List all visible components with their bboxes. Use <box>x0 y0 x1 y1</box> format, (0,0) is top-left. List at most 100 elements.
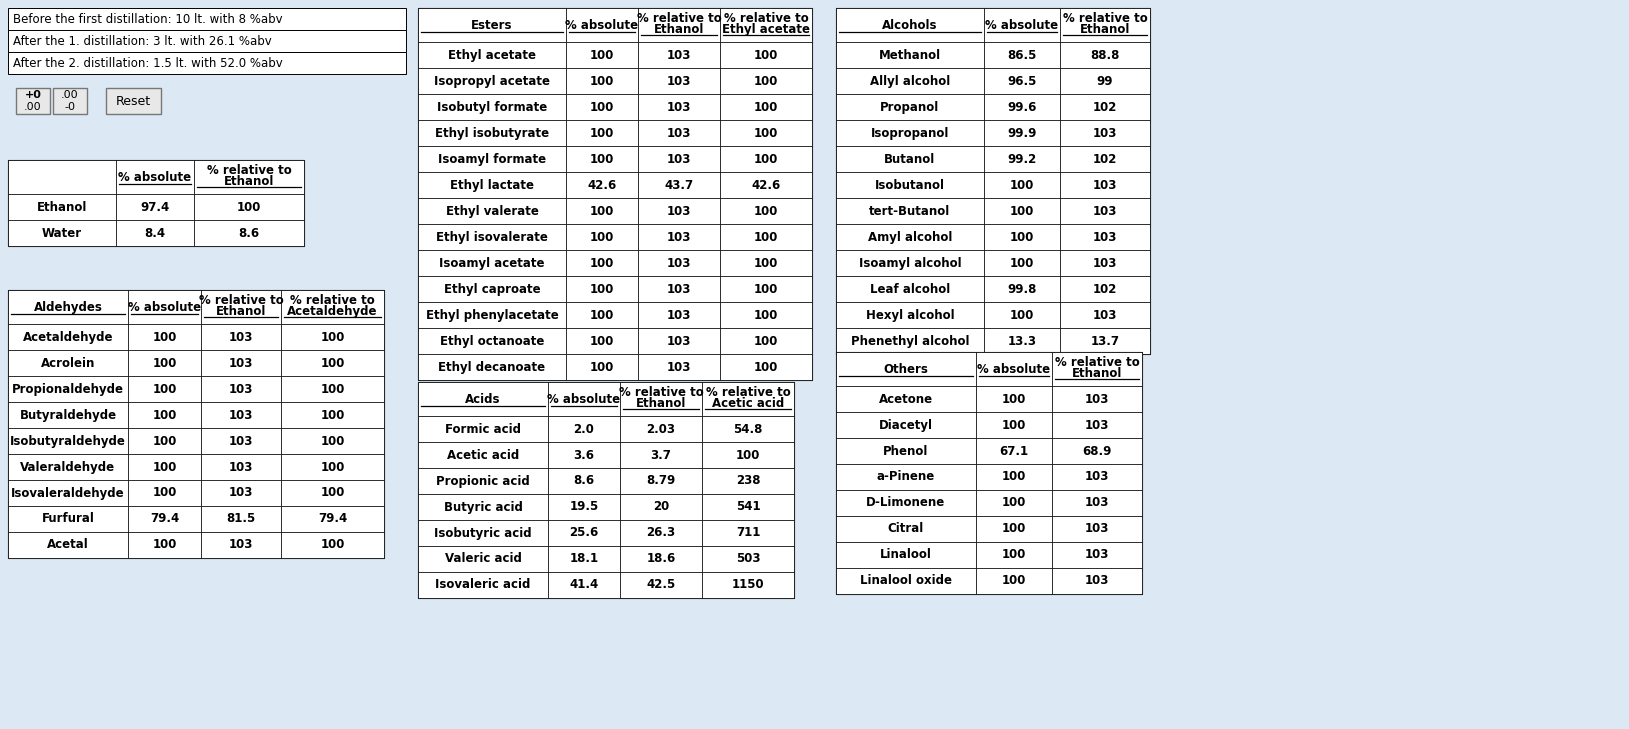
Bar <box>194 160 305 194</box>
Text: 100: 100 <box>590 308 614 321</box>
Bar <box>621 572 702 598</box>
Text: 96.5: 96.5 <box>1007 74 1036 87</box>
Bar <box>639 42 720 68</box>
Bar <box>1060 198 1150 224</box>
Text: 18.6: 18.6 <box>647 553 676 566</box>
Text: 19.5: 19.5 <box>570 501 598 513</box>
Text: Isobutanol: Isobutanol <box>875 179 945 192</box>
Bar <box>836 42 984 68</box>
Bar <box>976 490 1052 516</box>
Text: 99.2: 99.2 <box>1007 152 1036 165</box>
Bar <box>720 146 811 172</box>
Text: 100: 100 <box>754 335 779 348</box>
Text: 100: 100 <box>1002 523 1026 536</box>
Bar <box>639 250 720 276</box>
Text: 81.5: 81.5 <box>226 512 256 526</box>
Text: Ethyl isovalerate: Ethyl isovalerate <box>437 230 547 243</box>
Bar <box>1060 146 1150 172</box>
Bar <box>280 480 384 506</box>
Bar <box>565 250 639 276</box>
Text: 103: 103 <box>666 308 691 321</box>
Text: After the 2. distillation: 1.5 lt. with 52.0 %abv: After the 2. distillation: 1.5 lt. with … <box>13 57 283 69</box>
Text: 42.6: 42.6 <box>588 179 617 192</box>
Bar <box>280 506 384 532</box>
Text: 103: 103 <box>1085 470 1109 483</box>
Bar <box>129 376 200 402</box>
Bar <box>547 572 621 598</box>
Text: 103: 103 <box>666 361 691 373</box>
Text: 100: 100 <box>153 461 176 474</box>
Bar <box>565 354 639 380</box>
Text: % absolute: % absolute <box>977 362 1051 375</box>
Text: 238: 238 <box>736 475 761 488</box>
Bar <box>54 88 86 114</box>
Bar <box>200 428 280 454</box>
Bar <box>129 480 200 506</box>
Bar <box>984 276 1060 302</box>
Text: 86.5: 86.5 <box>1007 49 1036 61</box>
Bar <box>280 376 384 402</box>
Text: Propionic acid: Propionic acid <box>437 475 529 488</box>
Text: 100: 100 <box>321 539 345 552</box>
Text: 103: 103 <box>666 283 691 295</box>
Bar <box>129 532 200 558</box>
Bar <box>1052 542 1142 568</box>
Bar <box>836 120 984 146</box>
Text: 100: 100 <box>236 200 261 214</box>
Text: 103: 103 <box>666 74 691 87</box>
Text: 100: 100 <box>754 308 779 321</box>
Bar <box>702 572 793 598</box>
Bar <box>621 416 702 442</box>
Bar <box>129 290 200 324</box>
Text: Acetal: Acetal <box>47 539 90 552</box>
Bar <box>419 302 565 328</box>
Text: 2.03: 2.03 <box>647 423 676 435</box>
Bar <box>419 468 547 494</box>
Text: 54.8: 54.8 <box>733 423 762 435</box>
Bar <box>129 454 200 480</box>
Bar <box>200 290 280 324</box>
Text: Isopropanol: Isopropanol <box>872 127 950 139</box>
Text: 8.79: 8.79 <box>647 475 676 488</box>
Bar <box>984 146 1060 172</box>
Text: 100: 100 <box>754 205 779 217</box>
Bar <box>280 290 384 324</box>
Bar <box>1052 516 1142 542</box>
Bar <box>639 120 720 146</box>
Bar <box>1052 464 1142 490</box>
Text: Ethanol: Ethanol <box>1080 23 1131 36</box>
Text: 3.6: 3.6 <box>573 448 595 461</box>
Text: 99.8: 99.8 <box>1007 283 1036 295</box>
Bar <box>1060 302 1150 328</box>
Bar <box>984 8 1060 42</box>
Text: 103: 103 <box>666 127 691 139</box>
Bar <box>1052 568 1142 594</box>
Text: Citral: Citral <box>888 523 924 536</box>
Bar <box>419 494 547 520</box>
Bar <box>565 276 639 302</box>
Text: % relative to: % relative to <box>723 12 808 26</box>
Text: % absolute: % absolute <box>565 18 639 31</box>
Bar <box>8 532 129 558</box>
Bar <box>106 88 161 114</box>
Text: tert-Butanol: tert-Butanol <box>870 205 951 217</box>
Bar <box>720 224 811 250</box>
Text: Acetaldehyde: Acetaldehyde <box>23 330 114 343</box>
Text: % relative to: % relative to <box>637 12 722 26</box>
Bar <box>8 160 305 246</box>
Bar <box>547 468 621 494</box>
Text: a-Pinene: a-Pinene <box>876 470 935 483</box>
Bar <box>639 68 720 94</box>
Bar <box>280 324 384 350</box>
Text: 103: 103 <box>228 383 252 396</box>
Bar <box>836 146 984 172</box>
Bar <box>720 276 811 302</box>
Text: 100: 100 <box>754 49 779 61</box>
Bar <box>836 386 976 412</box>
Bar <box>8 290 384 558</box>
Bar <box>984 328 1060 354</box>
Text: Amyl alcohol: Amyl alcohol <box>868 230 953 243</box>
Bar <box>419 328 565 354</box>
Text: 18.1: 18.1 <box>570 553 598 566</box>
Text: 103: 103 <box>1093 179 1117 192</box>
